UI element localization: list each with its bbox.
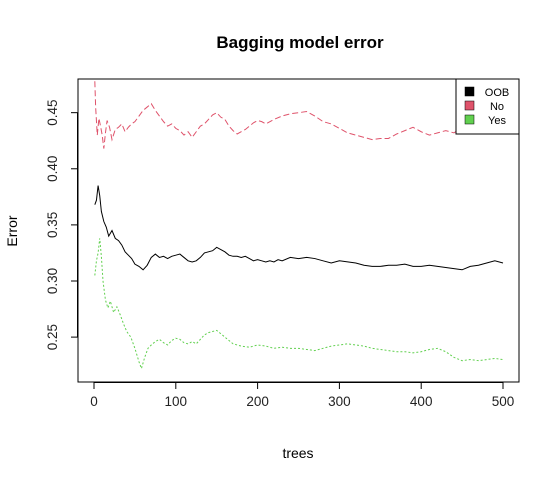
x-tick-label: 500	[492, 394, 515, 409]
y-tick-label: 0.45	[45, 100, 60, 126]
x-tick-label: 400	[410, 394, 433, 409]
legend-swatch-oob	[464, 86, 475, 97]
y-tick-label: 0.40	[45, 156, 60, 182]
series-layer	[94, 81, 504, 371]
series-line-oob	[94, 185, 504, 271]
legend-label-yes: Yes	[488, 115, 506, 127]
y-tick-label: 0.25	[45, 324, 60, 350]
x-axis: 0 100 200 300 400 500	[90, 382, 514, 409]
y-tick-label: 0.30	[45, 268, 60, 294]
y-axis-label: Error	[4, 215, 20, 246]
legend-swatch-yes	[464, 114, 475, 125]
x-tick-label: 100	[165, 394, 188, 409]
chart-title: Bagging model error	[216, 33, 384, 52]
series-line-yes	[94, 238, 504, 371]
plot-frame	[77, 78, 520, 383]
x-tick-label: 300	[328, 394, 351, 409]
legend: OOB No Yes	[455, 78, 520, 135]
legend-swatch-no	[464, 100, 475, 111]
legend-label-oob: OOB	[485, 87, 509, 99]
x-axis-label: trees	[282, 445, 313, 461]
y-tick-label: 0.35	[45, 212, 60, 238]
legend-label-no: No	[490, 101, 504, 113]
x-tick-label: 200	[246, 394, 269, 409]
x-tick-label: 0	[90, 394, 98, 409]
y-axis: 0.25 0.30 0.35 0.40 0.45	[45, 100, 78, 350]
series-line-no	[94, 81, 504, 149]
